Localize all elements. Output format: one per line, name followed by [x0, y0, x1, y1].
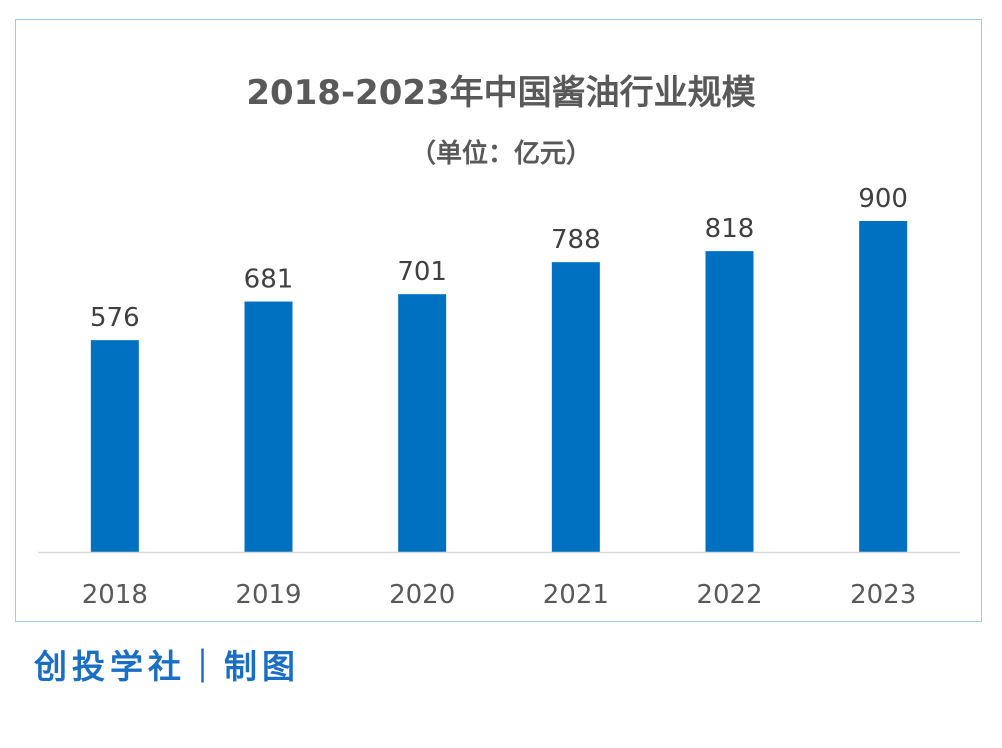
- x-tick-label-2021: 2021: [543, 580, 609, 610]
- data-label-2023: 900: [858, 184, 908, 214]
- data-label-2019: 681: [244, 265, 294, 295]
- x-tick-label-2020: 2020: [389, 580, 455, 610]
- x-tick-label-2019: 2019: [235, 580, 301, 610]
- bar-2022: [705, 251, 754, 552]
- data-label-2020: 701: [397, 257, 447, 287]
- x-tick-label-2022: 2022: [696, 580, 762, 610]
- chart-subtitle: （单位：亿元）: [409, 139, 592, 169]
- x-tick-label-2023: 2023: [850, 580, 916, 610]
- bar-2020: [398, 294, 447, 552]
- data-label-2021: 788: [551, 225, 601, 255]
- x-tick-labels: 2018 2019 2020 2021 2022 2023: [82, 580, 917, 610]
- data-label-2018: 576: [90, 303, 140, 333]
- chart-frame: [15, 19, 982, 622]
- bars-layer: [90, 221, 908, 552]
- chart-title: 2018-2023年中国酱油行业规模: [246, 73, 756, 113]
- x-tick-label-2018: 2018: [82, 580, 148, 610]
- credit-caption: 创投学社｜制图: [34, 647, 300, 686]
- bar-2023: [859, 221, 908, 552]
- bar-2021: [551, 262, 600, 552]
- labels-layer: 576 681 701 788 818 900: [90, 184, 908, 333]
- data-label-2022: 818: [705, 214, 755, 244]
- bar-2018: [90, 340, 139, 552]
- bar-2019: [244, 301, 293, 552]
